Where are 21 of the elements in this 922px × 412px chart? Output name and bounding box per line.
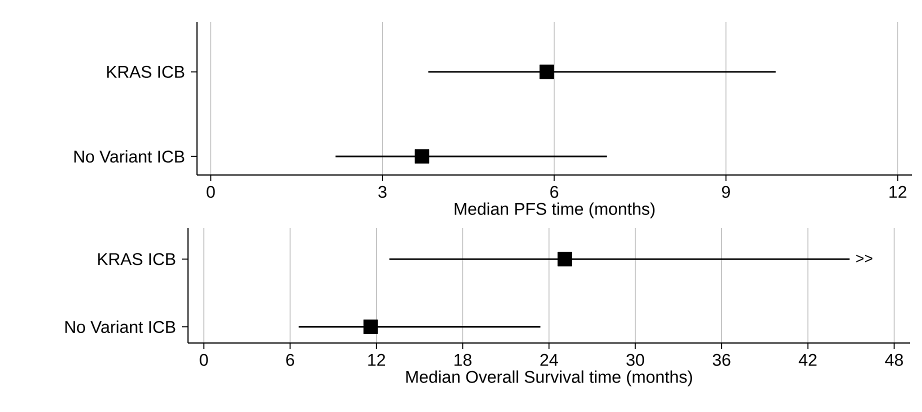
y-tick-label: KRAS ICB bbox=[98, 253, 176, 266]
x-tick-label: 30 bbox=[626, 354, 644, 366]
x-tick-label: 6 bbox=[286, 354, 294, 366]
x-tick-label: 3 bbox=[378, 186, 386, 198]
y-tick-label: No Variant ICB bbox=[74, 150, 184, 163]
annotation: >> bbox=[856, 254, 872, 262]
x-axis-title: Median PFS time (months) bbox=[454, 202, 655, 218]
x-tick-label: 18 bbox=[454, 354, 472, 366]
x-tick-label: 12 bbox=[890, 186, 906, 198]
x-tick-label: 0 bbox=[206, 186, 215, 198]
y-tick-label: No Variant ICB bbox=[65, 320, 176, 334]
x-tick-label: 0 bbox=[200, 354, 208, 366]
y-tick-label: KRAS ICB bbox=[107, 66, 184, 78]
x-axis-title: Median Overall Survival time (months) bbox=[406, 370, 692, 386]
x-tick-label: 42 bbox=[798, 354, 816, 366]
x-tick-label: 36 bbox=[712, 354, 730, 366]
x-tick-label: 12 bbox=[368, 354, 386, 366]
x-tick-label: 9 bbox=[722, 186, 730, 198]
x-tick-label: 48 bbox=[885, 354, 903, 366]
x-tick-label: 6 bbox=[550, 186, 558, 198]
x-tick-label: 24 bbox=[540, 354, 558, 366]
